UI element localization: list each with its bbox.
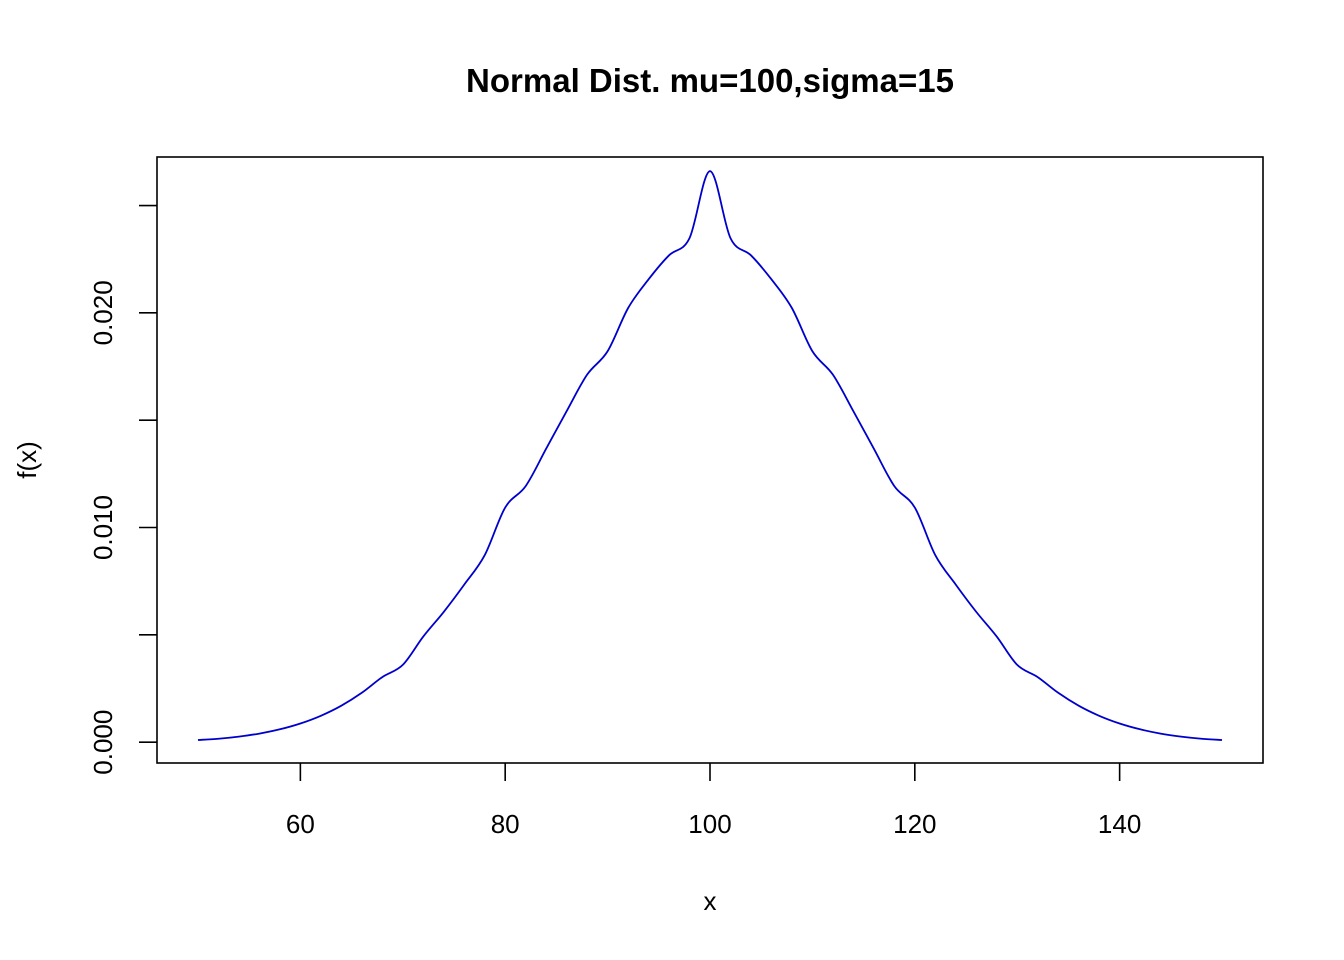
y-tick-label: 0.020	[88, 280, 118, 345]
y-tick-label: 0.010	[88, 495, 118, 560]
x-tick-label: 80	[491, 809, 520, 839]
x-axis: 60 80 100 120 140	[286, 763, 1141, 839]
y-axis: 0.000 0.010 0.020	[88, 204, 157, 775]
x-tick-label: 60	[286, 809, 315, 839]
y-tick-label: 0.000	[88, 710, 118, 775]
x-tick-label: 100	[688, 809, 731, 839]
x-axis-label: x	[704, 886, 717, 916]
y-axis-label: f(x)	[12, 441, 42, 479]
density-curve-line	[197, 170, 1223, 741]
plot-frame	[156, 156, 1264, 764]
x-tick-label: 120	[893, 809, 936, 839]
x-tick-label: 140	[1098, 809, 1141, 839]
chart-title: Normal Dist. mu=100,sigma=15	[466, 62, 954, 99]
